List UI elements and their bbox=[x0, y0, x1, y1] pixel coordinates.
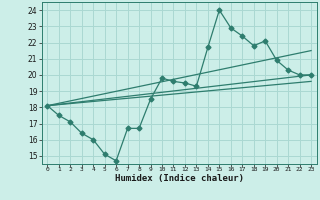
X-axis label: Humidex (Indice chaleur): Humidex (Indice chaleur) bbox=[115, 174, 244, 183]
